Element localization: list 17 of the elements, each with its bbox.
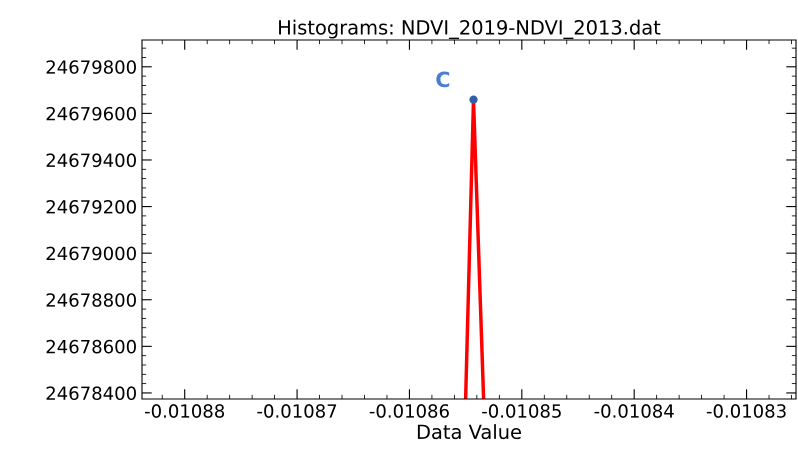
chart-title: Histograms: NDVI_2019-NDVI_2013.dat (279, 20, 660, 40)
y-tick-label: 24679600 (46, 106, 136, 120)
y-tick-label: 24679000 (46, 246, 136, 260)
y-tick-label: 24678600 (46, 340, 136, 354)
x-axis-title: Data Value (418, 424, 521, 440)
x-tick-label: -0.01087 (257, 404, 336, 418)
x-tick-label: -0.01083 (706, 404, 786, 418)
x-tick-label: -0.01084 (594, 404, 674, 418)
x-tick-label: -0.01085 (482, 404, 561, 418)
y-tick-label: 24678400 (46, 386, 136, 400)
y-tick-label: 24678800 (46, 293, 136, 307)
x-tick-label: -0.01088 (144, 404, 224, 418)
y-tick-label: 24679400 (46, 153, 136, 168)
annotation: C (436, 72, 450, 88)
y-tick-label: 24679800 (46, 60, 136, 74)
y-tick-label: 24679200 (46, 200, 136, 214)
x-tick-label: -0.01086 (370, 404, 449, 418)
